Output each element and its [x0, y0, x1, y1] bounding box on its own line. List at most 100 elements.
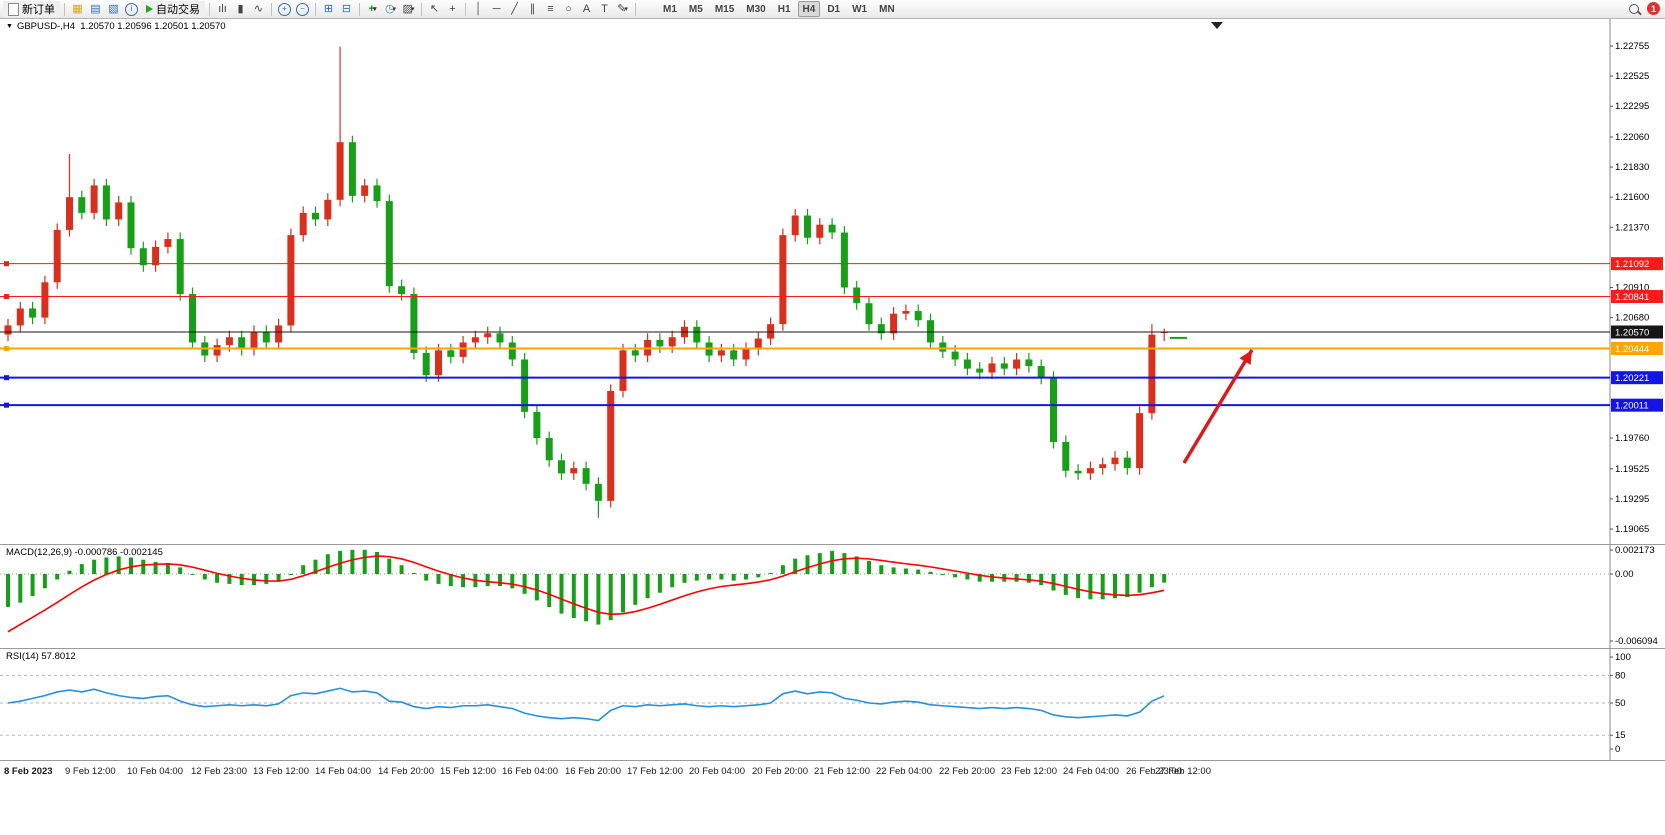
- fibonacci-icon[interactable]: ≡: [547, 2, 554, 15]
- time-label: 9 Feb 12:00: [65, 766, 116, 777]
- bar-chart-icon[interactable]: ılı: [218, 2, 227, 15]
- price-chart[interactable]: 1.22755 1.22525 1.22295 1.22060 1.21830 1.216…: [0, 19, 1665, 544]
- candle-body: [1099, 464, 1107, 469]
- candle-body: [804, 215, 811, 238]
- price-panel: 1.22755 1.22525 1.22295 1.22060 1.21830 1.216…: [0, 19, 1665, 544]
- hline-handle[interactable]: [4, 375, 9, 381]
- time-axis[interactable]: 8 Feb 2023 9 Feb 12:00 10 Feb 04:00 12 Feb …: [0, 760, 1665, 783]
- candle-body: [1074, 470, 1082, 474]
- price-axis-label: 1.22755: [1615, 41, 1649, 52]
- hline-handle[interactable]: [4, 261, 9, 267]
- macd-bar: [657, 574, 662, 593]
- price-badge: [1611, 257, 1663, 271]
- macd-bar: [215, 574, 220, 583]
- macd-bar: [719, 574, 724, 580]
- data-window-icon[interactable]: i: [123, 1, 140, 17]
- rsi-panel: 100 80 50 15 0 RSI(14) 57.8012: [0, 648, 1665, 760]
- time-label: 16 Feb 20:00: [565, 766, 621, 777]
- timeframe-button-D1[interactable]: D1: [827, 3, 841, 15]
- macd-bar: [682, 574, 687, 583]
- indicators-icon[interactable]: + ▾: [368, 2, 377, 15]
- hline-handle[interactable]: [4, 402, 9, 408]
- time-label: 13 Feb 12:00: [253, 766, 309, 777]
- timeframe-button-M1[interactable]: M1: [663, 3, 677, 15]
- candle-body: [299, 212, 307, 236]
- line-chart-icon[interactable]: ∿: [253, 2, 264, 15]
- macd-bar: [1026, 574, 1031, 583]
- macd-panel: 0.002173 0.00 -0.006094 MACD(12,26,9) -0.0…: [0, 544, 1665, 648]
- horizontal-line-icon[interactable]: ─: [492, 2, 501, 15]
- price-badge-label: 1.20221: [1615, 373, 1649, 384]
- autotrade-button[interactable]: 自动交易: [141, 1, 205, 17]
- periods-icon[interactable]: ◷ ▾: [384, 2, 397, 15]
- label-tool-icon[interactable]: T: [601, 2, 608, 15]
- time-label: 20 Feb 04:00: [689, 766, 745, 777]
- hline-handle[interactable]: [4, 345, 9, 351]
- macd-bar: [55, 574, 60, 580]
- trend-arrow-head[interactable]: [1239, 350, 1252, 365]
- macd-bar: [436, 574, 441, 584]
- timeframe-button-M5[interactable]: M5: [688, 3, 703, 15]
- trendline-icon[interactable]: ╱: [511, 2, 518, 15]
- macd-bar: [1137, 574, 1142, 593]
- candle-body: [262, 332, 270, 343]
- macd-bar: [411, 572, 416, 574]
- timeframe-button-W1[interactable]: W1: [852, 3, 868, 15]
- macd-bar: [461, 574, 466, 588]
- trend-arrow[interactable]: [1182, 349, 1254, 464]
- macd-bar: [522, 574, 527, 594]
- rsi-chart[interactable]: 100 80 50 15 0: [0, 649, 1665, 760]
- tile-windows-icon[interactable]: ⊞: [323, 2, 334, 15]
- candle-body: [1037, 366, 1045, 378]
- price-badge-label: 1.20444: [1615, 344, 1649, 355]
- candlestick-icon[interactable]: ▮: [237, 2, 244, 15]
- new-order-button[interactable]: 新订单: [3, 1, 60, 17]
- channel-icon[interactable]: ∥: [529, 2, 536, 15]
- profiles-icon[interactable]: ▦: [72, 2, 83, 15]
- shapes-icon[interactable]: ○: [565, 2, 572, 15]
- candle-body: [853, 287, 861, 304]
- candle-body: [890, 313, 898, 334]
- separator: [465, 2, 466, 16]
- rsi-axis-label: 80: [1615, 670, 1626, 681]
- timeframe-button-M15[interactable]: M15: [714, 3, 735, 15]
- macd-bar: [1113, 574, 1117, 599]
- rsi-label: RSI(14) 57.8012: [6, 651, 76, 662]
- macd-bar: [387, 558, 392, 574]
- zoom-in-icon[interactable]: +: [276, 1, 293, 17]
- candle-body: [447, 350, 455, 357]
- candle-body: [324, 199, 332, 220]
- timeframe-button-M30[interactable]: M30: [746, 3, 766, 15]
- candle-body: [250, 332, 258, 350]
- macd-bar: [1051, 574, 1056, 591]
- notification-badge[interactable]: 1: [1647, 2, 1660, 15]
- candle-body: [312, 212, 319, 220]
- macd-bar: [977, 574, 982, 582]
- chart-shift-marker[interactable]: [1211, 22, 1223, 29]
- timeframe-button-H1[interactable]: H1: [777, 3, 791, 15]
- symbol-dropdown-icon[interactable]: ▼: [6, 23, 13, 30]
- search-icon[interactable]: [1629, 3, 1639, 14]
- templates-icon[interactable]: ▨ ▾: [402, 2, 415, 15]
- vertical-line-icon[interactable]: │: [475, 2, 482, 15]
- timeframe-button-MN[interactable]: MN: [879, 3, 895, 15]
- zoom-out-icon[interactable]: −: [294, 1, 311, 17]
- macd-chart[interactable]: 0.002173 0.00 -0.006094: [0, 545, 1665, 648]
- text-tool-icon[interactable]: A: [582, 2, 591, 15]
- candle-body: [533, 411, 541, 439]
- market-watch-icon[interactable]: ▤: [90, 2, 101, 15]
- navigator-icon[interactable]: ▧: [108, 2, 119, 15]
- candle-body: [767, 324, 775, 339]
- autotrade-label: 自动交易: [156, 4, 200, 16]
- candle-body: [459, 342, 467, 357]
- candle-body: [189, 294, 196, 343]
- cascade-windows-icon[interactable]: ⊟: [341, 2, 352, 15]
- crosshair-icon[interactable]: +: [449, 2, 456, 15]
- time-label: 8 Feb 2023: [4, 766, 53, 777]
- timeframe-button-H4[interactable]: H4: [797, 1, 821, 17]
- cursor-icon[interactable]: ↖: [429, 2, 440, 15]
- candle-body: [1013, 359, 1021, 369]
- draw-arrows-icon[interactable]: ✎ ▾: [617, 2, 628, 15]
- hline-handle[interactable]: [4, 294, 9, 300]
- macd-bar: [633, 574, 638, 605]
